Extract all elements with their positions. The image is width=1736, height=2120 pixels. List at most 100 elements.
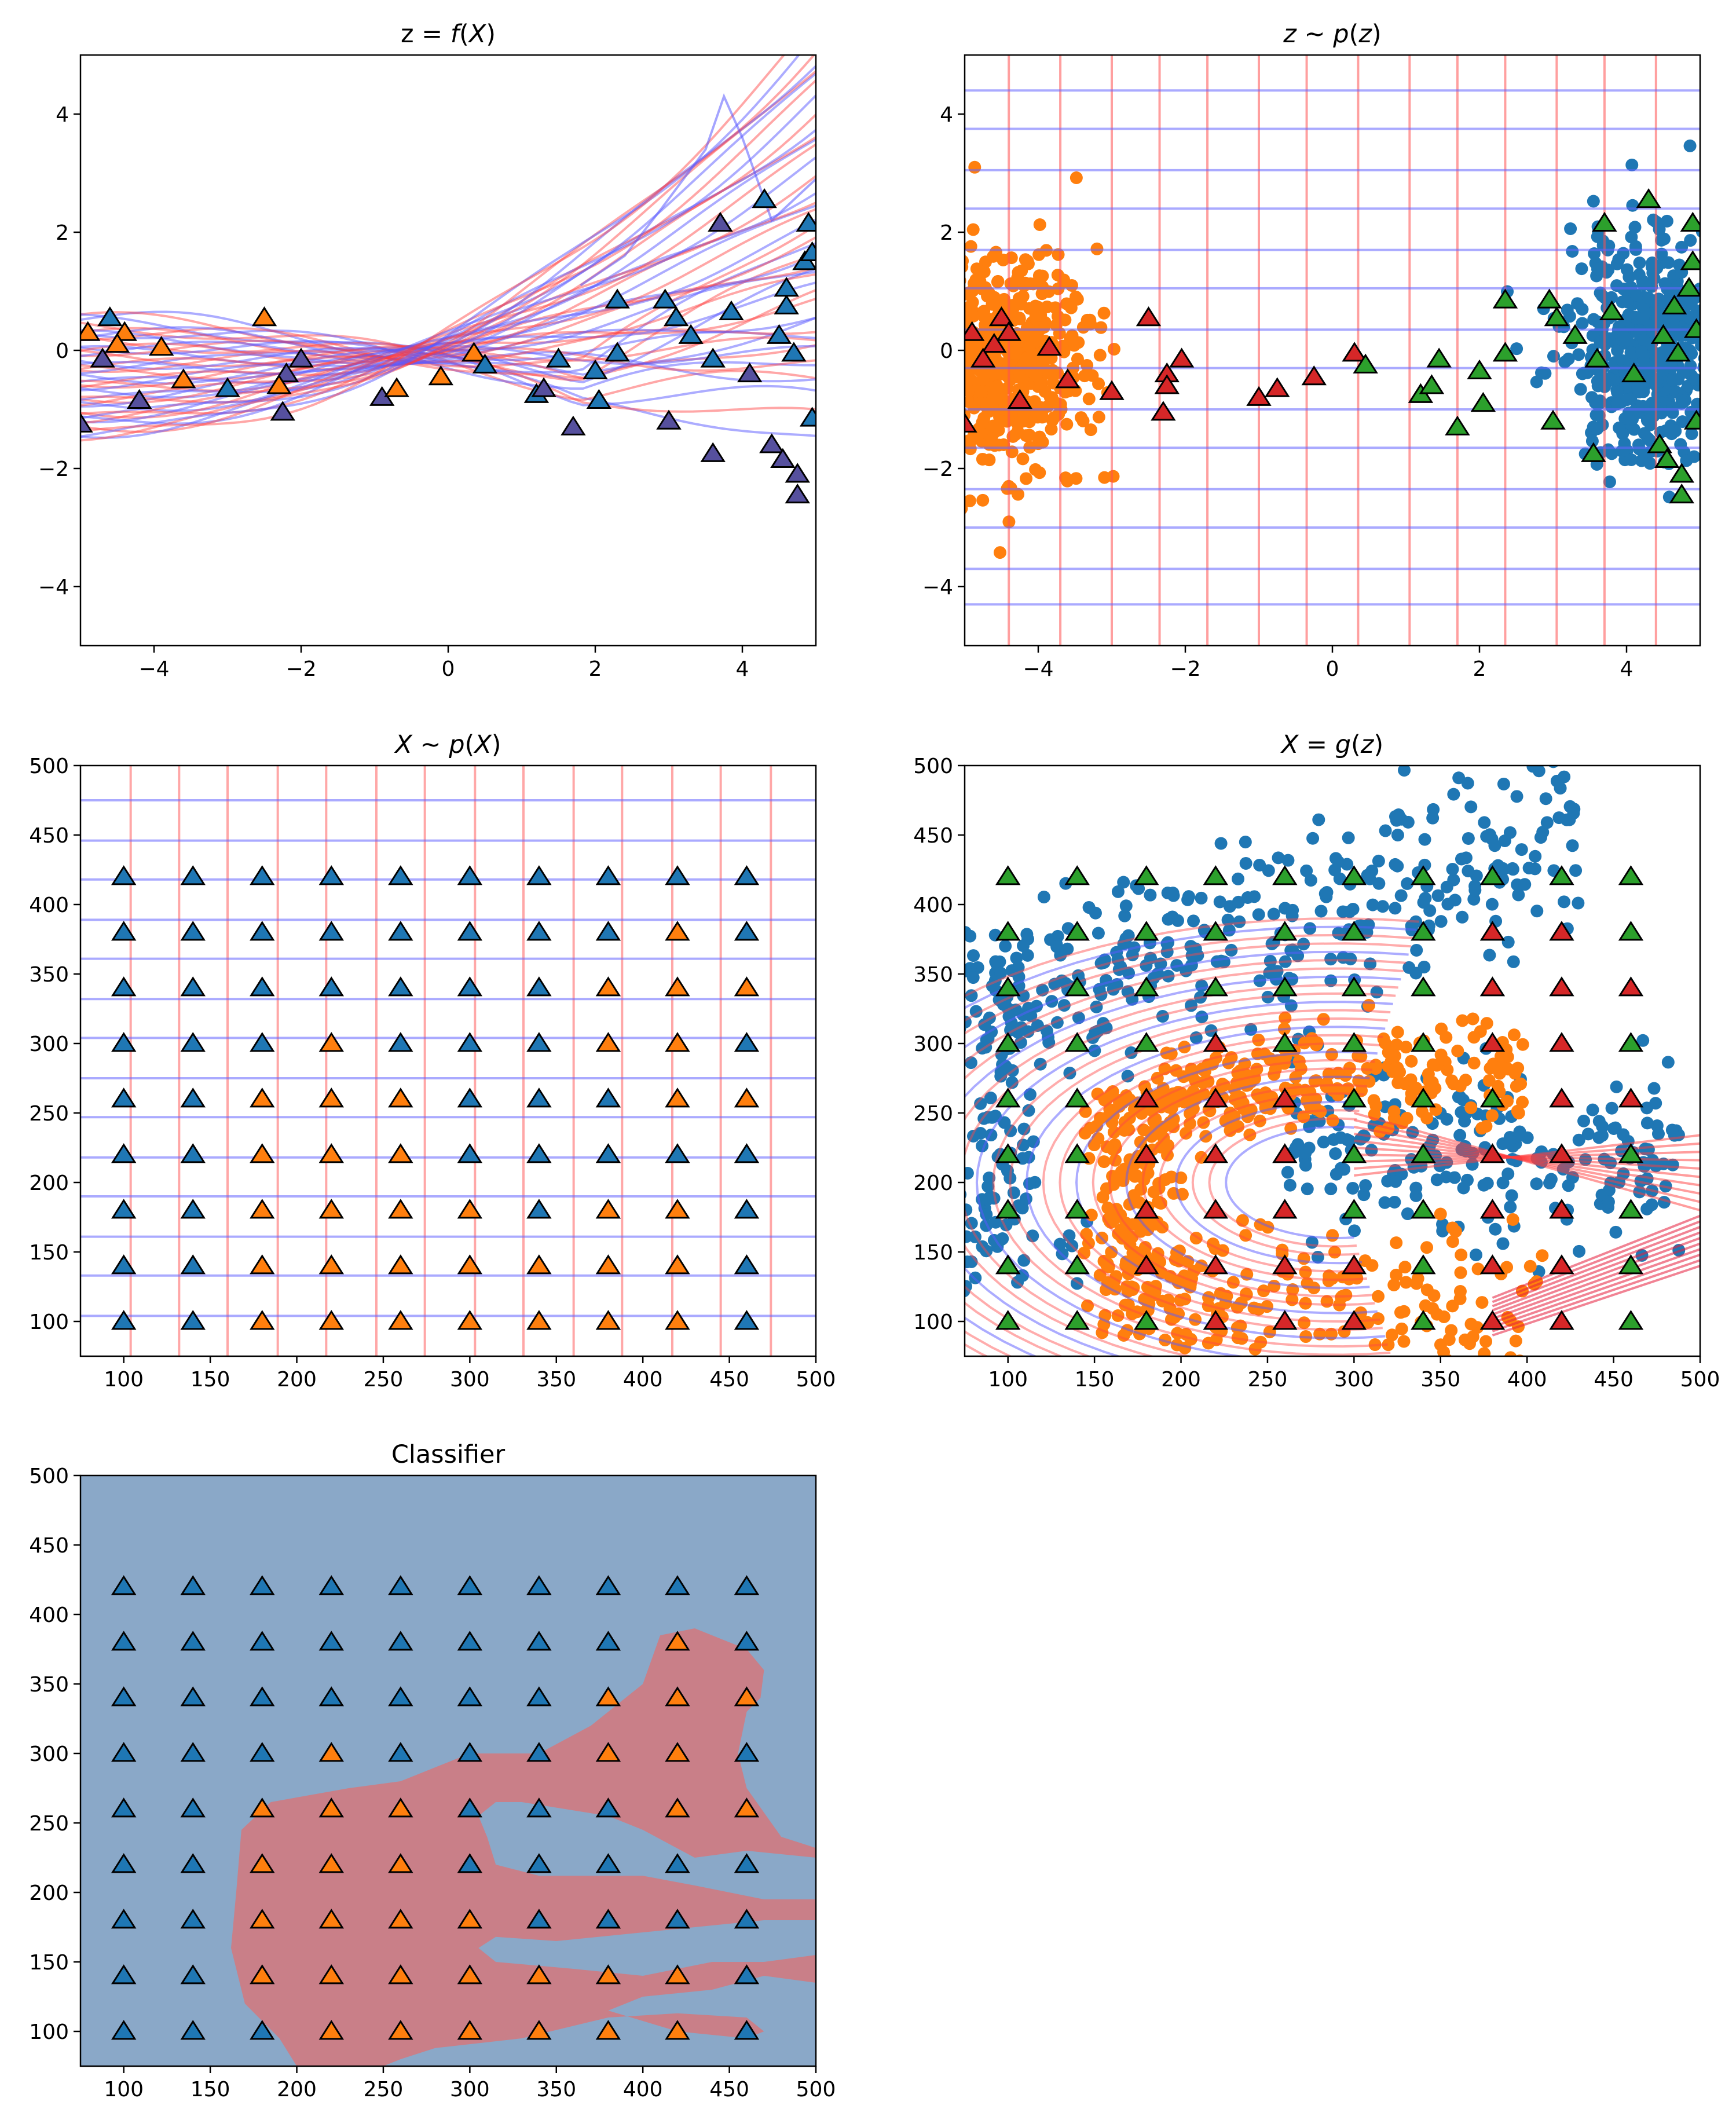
sample-point bbox=[1587, 313, 1601, 326]
sample-point bbox=[1699, 293, 1700, 299]
triangle-marker bbox=[388, 1853, 413, 1873]
sample-point bbox=[1100, 1140, 1114, 1154]
sample-point bbox=[1459, 851, 1473, 865]
triangle-marker bbox=[388, 1199, 413, 1219]
triangle-marker bbox=[734, 1575, 760, 1595]
sample-point bbox=[1378, 1196, 1391, 1209]
contour-line bbox=[80, 310, 816, 437]
triangle-marker bbox=[1136, 306, 1162, 327]
y-tick-label: 150 bbox=[913, 1241, 953, 1265]
triangle-marker bbox=[1544, 306, 1570, 327]
sample-point bbox=[940, 1157, 953, 1170]
triangle-marker bbox=[995, 921, 1021, 941]
contour-line bbox=[965, 917, 1419, 998]
sample-point bbox=[1007, 1186, 1020, 1199]
sample-point bbox=[1409, 1081, 1423, 1094]
contour-line bbox=[1125, 1075, 1370, 1290]
sample-point bbox=[1394, 889, 1408, 902]
sample-point bbox=[1265, 937, 1279, 950]
sample-point bbox=[1534, 831, 1547, 844]
sample-point bbox=[1530, 375, 1543, 389]
sample-point bbox=[1602, 1184, 1616, 1197]
sample-point bbox=[934, 1197, 947, 1210]
y-tick-label: 2 bbox=[940, 221, 953, 245]
y-tick-label: 500 bbox=[29, 755, 69, 778]
sample-point bbox=[1642, 291, 1655, 305]
sample-point bbox=[1029, 310, 1042, 324]
sample-point bbox=[1299, 1159, 1312, 1172]
sample-point bbox=[1480, 830, 1493, 843]
triangle-marker bbox=[111, 1631, 137, 1651]
triangle-marker bbox=[250, 921, 275, 941]
triangle-marker bbox=[1479, 1143, 1506, 1163]
sample-point bbox=[1398, 766, 1411, 777]
triangle-marker bbox=[180, 1575, 206, 1595]
sample-point bbox=[1587, 195, 1600, 208]
y-tick-label: −4 bbox=[922, 576, 953, 599]
sample-point bbox=[1633, 442, 1646, 456]
sample-point bbox=[1332, 927, 1345, 940]
sample-point bbox=[1455, 1105, 1468, 1119]
triangle-marker bbox=[250, 1631, 275, 1651]
sample-point bbox=[965, 929, 977, 943]
sample-point bbox=[1729, 336, 1736, 349]
sample-point bbox=[1100, 1258, 1114, 1272]
triangle-marker bbox=[111, 1143, 137, 1163]
contour-line bbox=[965, 975, 1401, 1356]
triangle-marker bbox=[526, 1964, 552, 1984]
x-tick-label: 0 bbox=[442, 657, 455, 681]
triangle-marker bbox=[318, 976, 345, 997]
sample-point bbox=[1453, 1079, 1467, 1093]
sample-point bbox=[1658, 277, 1672, 290]
sample-point bbox=[1558, 895, 1571, 909]
triangle-marker bbox=[605, 342, 630, 362]
sample-point bbox=[1232, 872, 1245, 885]
sample-point bbox=[1609, 1121, 1622, 1134]
sample-point bbox=[1187, 914, 1200, 928]
triangle-marker bbox=[545, 347, 572, 368]
sample-point bbox=[1643, 457, 1657, 470]
sample-point bbox=[1317, 1013, 1330, 1026]
sample-point bbox=[997, 253, 1010, 266]
sample-point bbox=[1456, 1014, 1469, 1027]
sample-point bbox=[976, 416, 989, 429]
sample-point bbox=[1366, 898, 1379, 911]
triangle-marker bbox=[1650, 324, 1676, 344]
triangle-marker bbox=[665, 976, 690, 997]
sample-point bbox=[1144, 888, 1157, 902]
sample-point bbox=[1151, 1195, 1164, 1209]
triangle-marker bbox=[1203, 1143, 1229, 1163]
sample-point bbox=[1464, 1101, 1478, 1114]
sample-point bbox=[965, 354, 966, 362]
sample-point bbox=[1430, 1173, 1444, 1187]
sample-point bbox=[965, 384, 976, 397]
sample-point bbox=[966, 223, 980, 236]
sample-point bbox=[1216, 1244, 1229, 1257]
sample-point bbox=[1519, 1399, 1532, 1412]
sample-point bbox=[920, 422, 932, 434]
x-tick-label: 4 bbox=[1620, 657, 1634, 681]
x-tick-label: 250 bbox=[1248, 1368, 1288, 1392]
triangle-marker bbox=[734, 1143, 760, 1163]
sample-point bbox=[948, 444, 961, 456]
triangle-marker bbox=[526, 1254, 552, 1275]
contour-line bbox=[80, 55, 786, 433]
sample-point bbox=[1287, 1370, 1299, 1383]
triangle-marker bbox=[595, 1143, 621, 1163]
y-tick-label: 150 bbox=[29, 1241, 69, 1265]
y-tick-label: 250 bbox=[913, 1102, 953, 1126]
triangle-marker bbox=[1134, 1310, 1159, 1330]
triangle-marker bbox=[112, 321, 137, 341]
sample-point bbox=[1510, 790, 1523, 803]
sample-point bbox=[1158, 1062, 1171, 1075]
triangle-marker bbox=[1064, 1199, 1090, 1219]
triangle-marker bbox=[1272, 865, 1298, 885]
triangle-marker bbox=[665, 1143, 690, 1163]
sample-point bbox=[1020, 928, 1034, 941]
sample-point bbox=[1536, 1249, 1549, 1262]
sample-point bbox=[1041, 300, 1054, 313]
sample-point bbox=[1057, 999, 1071, 1012]
contour-line bbox=[1492, 1214, 1700, 1299]
sample-point bbox=[1420, 1241, 1434, 1254]
sample-point bbox=[987, 386, 1001, 400]
